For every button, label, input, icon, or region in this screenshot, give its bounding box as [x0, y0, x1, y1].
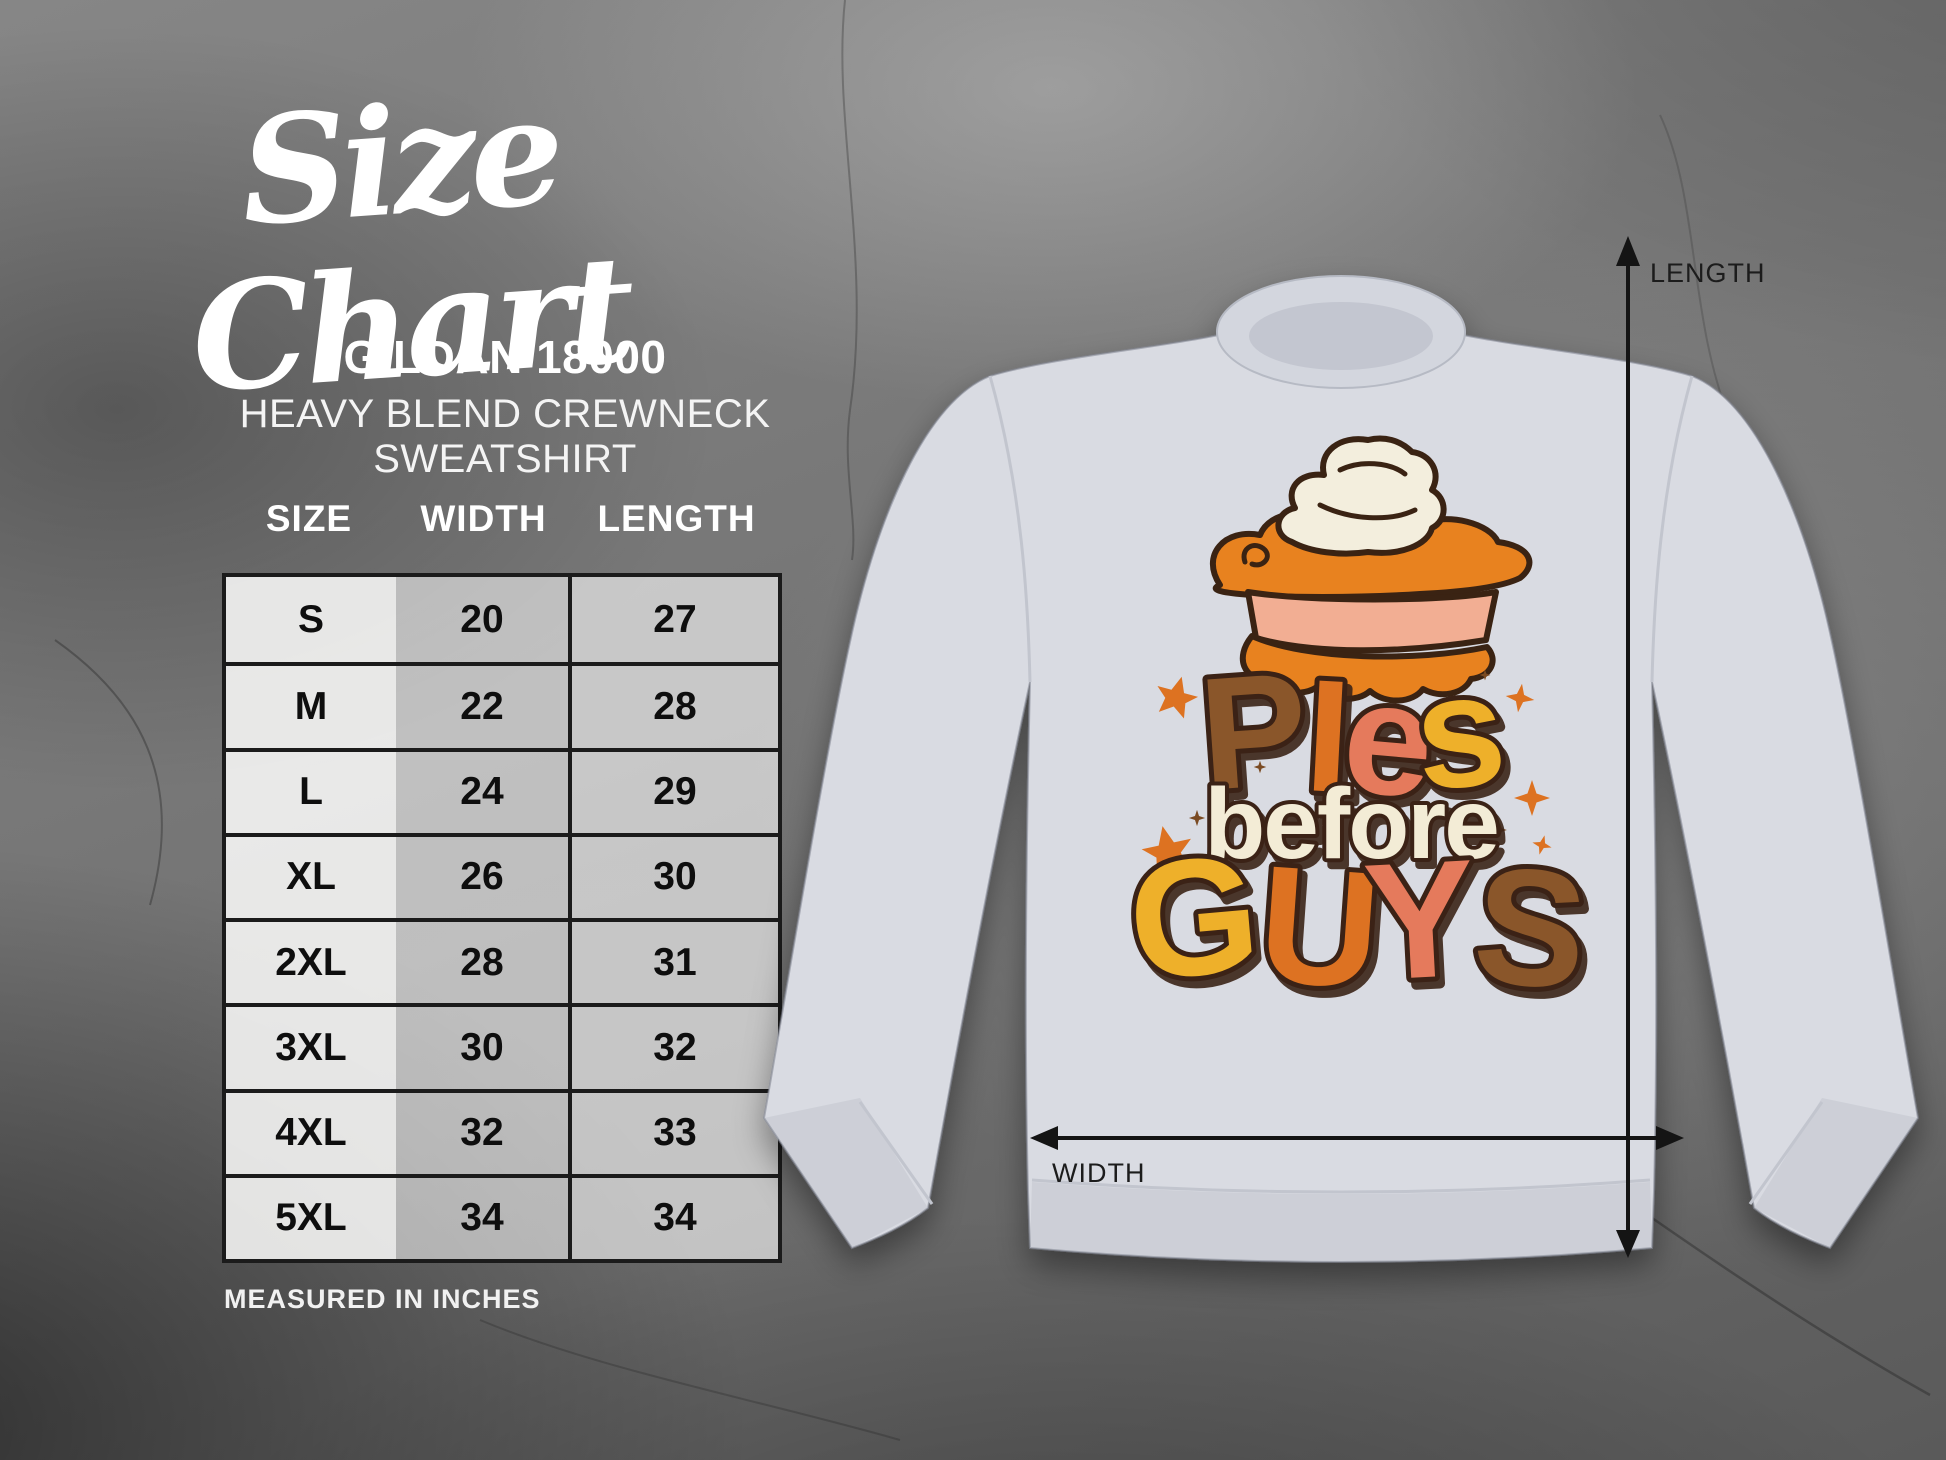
pie-illustration	[1209, 435, 1533, 704]
pie-bottom-crust	[1239, 633, 1496, 704]
length-value: 30	[568, 832, 778, 918]
width-value: 30	[396, 1003, 568, 1089]
width-value: 22	[396, 662, 568, 748]
length-value: 29	[568, 747, 778, 833]
measurement-arrows: LENGTH WIDTH	[1030, 236, 1766, 1258]
column-header-size: SIZE	[265, 498, 353, 539]
width-value: 34	[396, 1173, 568, 1259]
length-value: 33	[568, 1088, 778, 1174]
design-word-before: before	[1204, 768, 1498, 880]
size-label: XL	[226, 832, 396, 918]
width-value: 32	[396, 1088, 568, 1174]
column-header-width: WIDTH	[420, 498, 547, 539]
design-word-guys: GUYS	[1122, 821, 1588, 1025]
table-footnote: MEASURED IN INCHES	[224, 1284, 541, 1314]
right-cuff	[1754, 1098, 1918, 1248]
length-value: 31	[568, 918, 778, 1004]
product-name: HEAVY BLEND CREWNECK SWEATSHIRT	[239, 392, 771, 481]
length-arrow-head-bottom	[1616, 1230, 1640, 1258]
width-value: 28	[396, 918, 568, 1004]
length-value: 27	[568, 577, 778, 663]
width-value: 24	[396, 747, 568, 833]
size-label: 2XL	[226, 918, 396, 1004]
collar-opening	[1249, 302, 1433, 370]
hem-band	[1030, 1182, 1652, 1262]
design-word-pies: PIes	[1194, 638, 1506, 831]
length-label: LENGTH	[1650, 258, 1766, 288]
design-text: PIes before GUYS	[1117, 633, 1601, 1030]
pie-crust-curl	[1241, 543, 1270, 568]
size-label: S	[226, 577, 396, 663]
cream-swirl-line	[1337, 461, 1408, 477]
length-value: 28	[568, 662, 778, 748]
size-label: 4XL	[226, 1088, 396, 1174]
size-label: 5XL	[226, 1173, 396, 1259]
left-cuff	[764, 1098, 928, 1248]
size-label: M	[226, 662, 396, 748]
column-header-length: LENGTH	[597, 498, 756, 539]
width-label: WIDTH	[1052, 1158, 1145, 1188]
pie-filling	[1245, 589, 1499, 654]
size-label: 3XL	[226, 1003, 396, 1089]
whipped-cream	[1275, 435, 1447, 557]
width-value: 20	[396, 577, 568, 663]
table-header-row: SIZE WIDTH LENGTH	[222, 498, 782, 540]
size-table: S 20 27 M 22 28 L 24 29 XL 26 30 2XL 28 31 3XL 30 32 4XL 32…	[222, 573, 782, 1263]
length-value: 34	[568, 1173, 778, 1259]
sweatshirt-mockup: PIes before GUYS LENGTH WIDTH	[762, 236, 1920, 1263]
width-arrow-head-right	[1656, 1126, 1684, 1150]
length-value: 32	[568, 1003, 778, 1089]
width-value: 26	[396, 832, 568, 918]
cream-swirl-line	[1317, 502, 1418, 521]
width-arrow-head-left	[1030, 1126, 1058, 1150]
size-label: L	[226, 747, 396, 833]
length-arrow-head-top	[1616, 236, 1640, 266]
product-model: GILDAN 18000	[343, 331, 667, 383]
